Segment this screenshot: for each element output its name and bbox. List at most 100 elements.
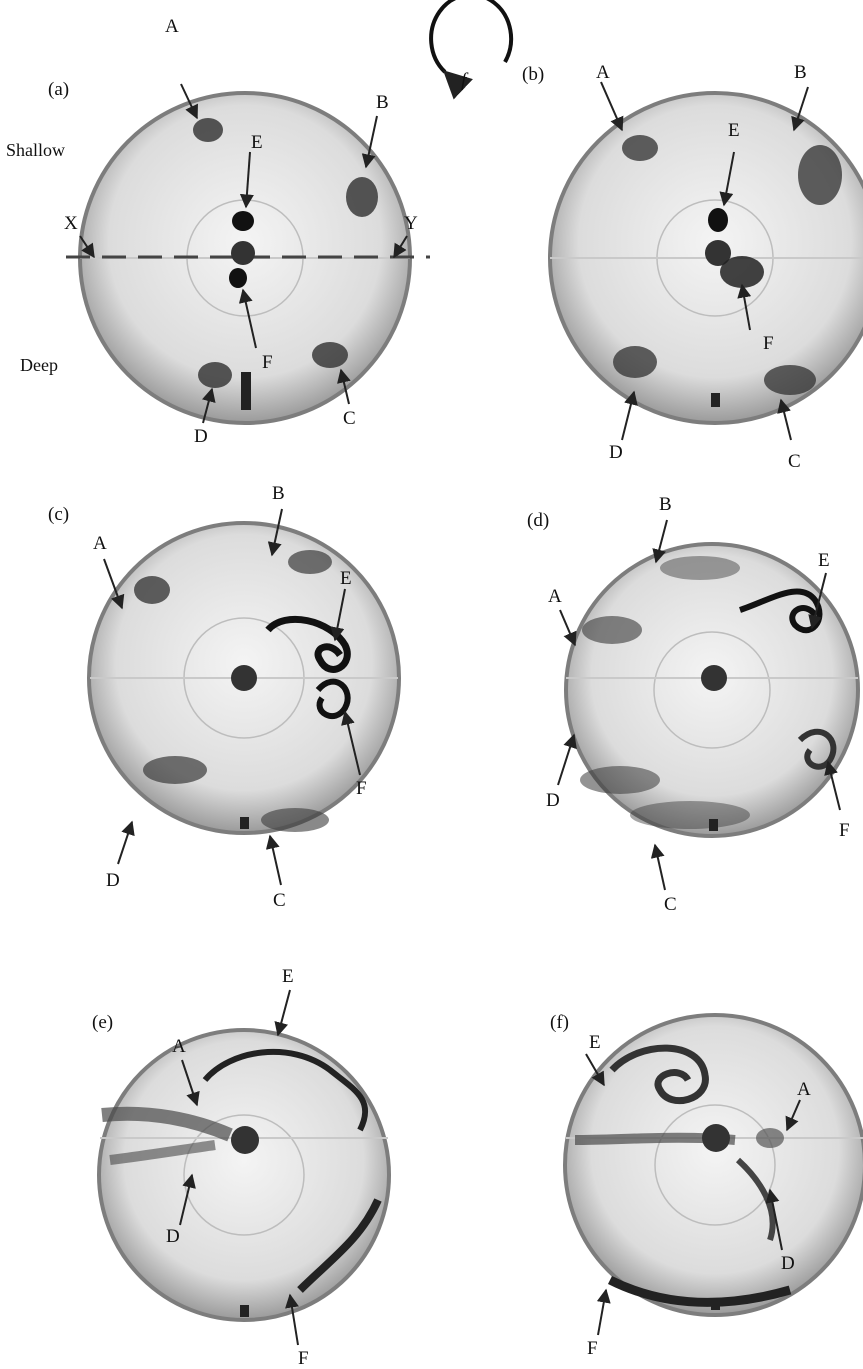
dye-blob bbox=[708, 208, 728, 232]
dye-blob bbox=[613, 346, 657, 378]
marker-arrow bbox=[361, 115, 378, 169]
probe-bar bbox=[240, 817, 249, 829]
dye-blob bbox=[261, 808, 329, 832]
marker-label: A bbox=[596, 62, 610, 83]
marker-label: B bbox=[272, 483, 285, 504]
dye-streak bbox=[315, 678, 351, 719]
marker-arrow bbox=[621, 390, 638, 441]
dye-streak bbox=[202, 1048, 369, 1132]
panel-e: (e) A D E F bbox=[92, 966, 391, 1369]
marker-arrow bbox=[180, 83, 198, 120]
center-post bbox=[701, 665, 727, 691]
marker-arrow bbox=[181, 1059, 200, 1107]
dye-blob bbox=[346, 177, 378, 217]
marker-label: E bbox=[728, 120, 740, 141]
center-post bbox=[702, 1124, 730, 1152]
probe-bar bbox=[240, 1305, 249, 1317]
marker-arrow bbox=[791, 86, 809, 132]
marker-label: E bbox=[589, 1032, 601, 1053]
marker-label: F bbox=[763, 333, 774, 354]
tank-disk bbox=[97, 1028, 391, 1322]
deep-label: Deep bbox=[20, 355, 58, 375]
dye-blob bbox=[229, 268, 247, 288]
dye-blob bbox=[660, 556, 740, 580]
marker-label: C bbox=[664, 894, 677, 915]
marker-arrow bbox=[600, 81, 624, 132]
panel-d: (d) A B C D E F bbox=[527, 494, 860, 915]
marker-arrow bbox=[737, 283, 752, 331]
marker-arrow bbox=[808, 572, 827, 630]
panel-label: (c) bbox=[48, 504, 69, 525]
dye-blob bbox=[720, 256, 764, 288]
shallow-label: Shallow bbox=[6, 140, 65, 160]
tank-disk bbox=[563, 1013, 863, 1317]
panel-c: (c) A B C D E F bbox=[48, 483, 401, 911]
marker-arrow bbox=[285, 1293, 299, 1346]
marker-label: F bbox=[839, 820, 850, 841]
dye-streak bbox=[607, 1275, 792, 1307]
marker-label: F bbox=[356, 778, 367, 799]
probe-bar bbox=[711, 1298, 720, 1310]
dye-streak bbox=[297, 1198, 382, 1293]
section-marker-x: X bbox=[64, 213, 78, 234]
center-post bbox=[705, 240, 731, 266]
rotation-indicator: f bbox=[429, 0, 514, 100]
panel-f: (f) A D E F bbox=[550, 1012, 863, 1359]
dye-blob bbox=[756, 1128, 784, 1148]
dye-blob bbox=[193, 118, 223, 142]
dye-blob bbox=[798, 145, 842, 205]
marker-label: D bbox=[166, 1226, 180, 1247]
inner-ring bbox=[653, 631, 771, 749]
marker-arrow bbox=[238, 288, 257, 349]
marker-arrow bbox=[719, 151, 735, 207]
center-post bbox=[231, 241, 255, 265]
marker-label: B bbox=[376, 92, 389, 113]
dye-blob bbox=[582, 616, 642, 644]
marker-arrow bbox=[824, 760, 841, 811]
center-post bbox=[231, 665, 257, 691]
marker-arrow bbox=[202, 387, 216, 424]
marker-label: F bbox=[262, 352, 273, 373]
dye-blob bbox=[288, 550, 332, 574]
marker-arrow bbox=[265, 834, 282, 886]
dye-blob bbox=[622, 135, 658, 161]
dye-blob bbox=[312, 342, 348, 368]
probe-bar bbox=[711, 393, 720, 407]
marker-label: E bbox=[340, 568, 352, 589]
marker-arrow bbox=[557, 733, 577, 786]
marker-arrow bbox=[765, 1188, 783, 1251]
marker-label: A bbox=[797, 1079, 811, 1100]
probe-bar bbox=[241, 372, 251, 410]
dye-streak bbox=[797, 728, 837, 770]
panel-label: (b) bbox=[522, 64, 544, 85]
marker-arrow bbox=[267, 508, 283, 557]
rotation-label: f bbox=[461, 70, 469, 91]
marker-arrow bbox=[652, 519, 668, 564]
marker-label: E bbox=[251, 132, 263, 153]
marker-arrow bbox=[650, 843, 666, 891]
probe-bar bbox=[709, 819, 718, 831]
marker-arrow bbox=[103, 558, 125, 610]
marker-arrow bbox=[785, 1099, 801, 1132]
dye-streak bbox=[265, 615, 351, 673]
marker-arrow bbox=[239, 151, 254, 209]
marker-label: D bbox=[546, 790, 560, 811]
dye-streak bbox=[109, 1140, 216, 1165]
marker-label: C bbox=[273, 890, 286, 911]
marker-arrow bbox=[559, 609, 577, 647]
center-post bbox=[231, 1126, 259, 1154]
dye-blob bbox=[134, 576, 170, 604]
dye-streak bbox=[101, 1106, 233, 1142]
marker-label: A bbox=[165, 16, 179, 37]
marker-arrow bbox=[341, 710, 361, 776]
dye-streak bbox=[609, 1044, 709, 1105]
panel-label: (f) bbox=[550, 1012, 569, 1033]
panel-label: (d) bbox=[527, 510, 549, 531]
section-marker-y: Y bbox=[404, 213, 418, 234]
panel-b: (b) A B C D E F bbox=[522, 62, 863, 472]
panel-a: (a) A B C D E F X Y bbox=[48, 16, 430, 447]
marker-label: C bbox=[788, 451, 801, 472]
marker-label: D bbox=[106, 870, 120, 891]
marker-label: B bbox=[794, 62, 807, 83]
